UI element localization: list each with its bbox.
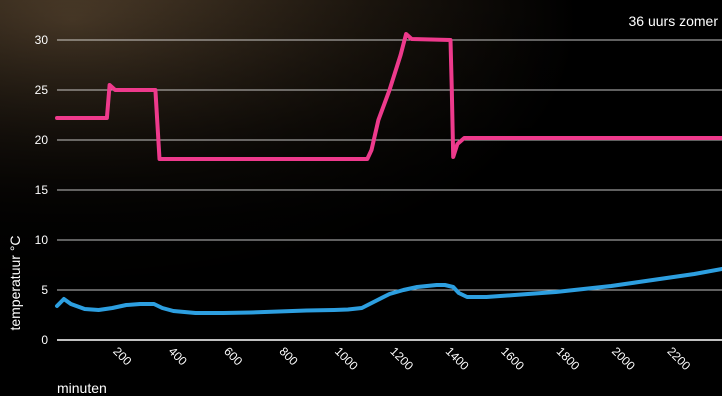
y-tick-label: 10 (35, 233, 49, 247)
y-tick-label: 30 (35, 33, 49, 47)
y-tick-label: 5 (41, 283, 48, 297)
y-tick-label: 20 (35, 133, 49, 147)
y-tick-label: 0 (41, 333, 48, 347)
data-series (55, 32, 722, 315)
y-axis-label: temperatuur °C (7, 235, 23, 330)
y-tick-label: 25 (35, 83, 49, 97)
chart-annotation: 36 uurs zomer (629, 13, 719, 29)
y-tick-labels: 0 5 10 15 20 25 30 (35, 33, 49, 347)
series-line-blue (55, 267, 722, 315)
x-axis-label: minuten (57, 380, 107, 396)
series-line-pink (55, 32, 722, 161)
y-tick-label: 15 (35, 183, 49, 197)
